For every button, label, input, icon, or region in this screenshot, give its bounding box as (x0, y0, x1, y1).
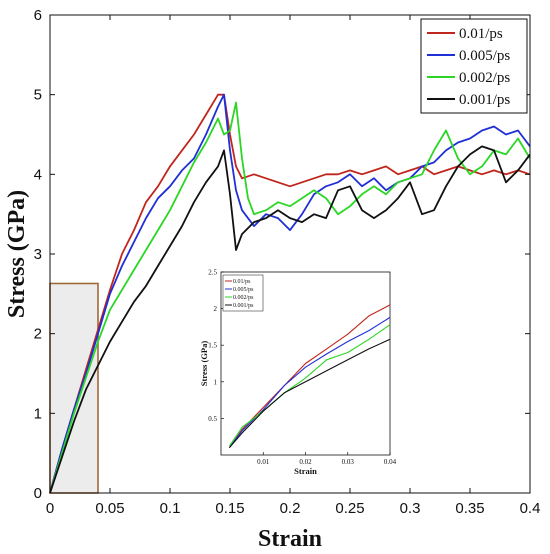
y-tick-label: 1 (34, 405, 42, 422)
x-tick-label: 0.35 (455, 500, 484, 517)
inset-legend-label: 0.002/ps (233, 295, 254, 301)
series-line-0-001-ps (49, 145, 531, 494)
inset-x-axis-title: Strain (294, 466, 317, 476)
y-axis-title: Stress (GPa) (4, 190, 30, 318)
x-tick-label: 0.25 (335, 500, 364, 517)
inset-x-tick-label: 0.01 (257, 458, 270, 466)
x-axis-title: Strain (258, 526, 322, 552)
x-tick-label: 0.05 (95, 500, 124, 517)
series-line-0-005-ps (49, 93, 531, 494)
legend-label: 0.005/ps (459, 48, 510, 64)
y-tick-label: 4 (34, 166, 42, 183)
x-tick-label: 0 (46, 500, 54, 517)
legend-label: 0.002/ps (459, 70, 510, 86)
y-tick-label: 6 (34, 7, 42, 24)
series-line-0-01-ps (49, 93, 531, 494)
legend-label: 0.01/ps (459, 26, 503, 42)
y-tick-label: 3 (34, 246, 42, 263)
inset-series-line-0-005-ps (228, 316, 391, 449)
x-tick-label: 0.1 (160, 500, 181, 517)
inset-x-tick-label: 0.02 (299, 458, 312, 466)
inset-y-tick-label: 2 (214, 305, 218, 313)
x-tick-label: 0.3 (400, 500, 421, 517)
inset-y-axis-title: Stress (GPa) (199, 341, 209, 387)
legend-label: 0.001/ps (459, 92, 510, 108)
inset-y-tick-label: 0.5 (208, 415, 217, 423)
inset-legend-label: 0.001/ps (233, 303, 254, 309)
legend-box (420, 18, 528, 114)
series-line-0-002-ps (49, 101, 531, 494)
inset-y-tick-label: 1 (214, 378, 218, 386)
y-tick-label: 2 (34, 326, 42, 343)
inset-series-line-0-001-ps (228, 338, 391, 449)
x-tick-label: 0.2 (280, 500, 301, 517)
inset-y-tick-label: 2.5 (208, 269, 217, 277)
highlight-region (49, 282, 99, 494)
x-tick-label: 0.15 (215, 500, 244, 517)
x-tick-label: 0.4 (520, 500, 541, 517)
inset-x-tick-label: 0.04 (384, 458, 397, 466)
y-tick-label: 5 (34, 87, 42, 104)
y-tick-label: 0 (34, 485, 42, 502)
inset-series-line-0-002-ps (228, 324, 391, 447)
inset-legend-label: 0.01/ps (233, 279, 251, 285)
inset-y-tick-label: 1.5 (208, 342, 217, 350)
inset-x-tick-label: 0.03 (342, 458, 355, 466)
inset-legend-label: 0.005/ps (233, 287, 254, 293)
